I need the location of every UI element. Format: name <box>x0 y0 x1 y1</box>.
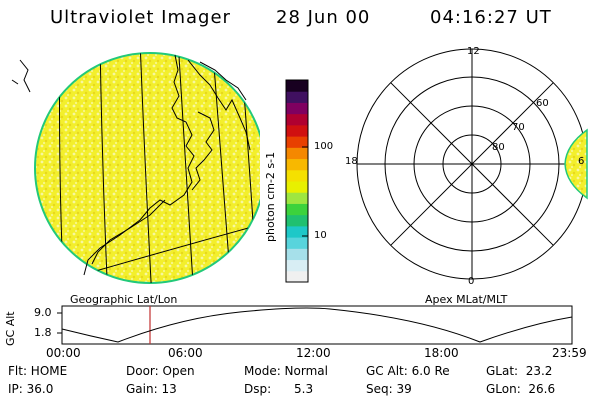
altitude-xtick-1200: 12:00 <box>296 346 331 360</box>
polar-aurora-fill <box>564 128 588 200</box>
colorbar-band <box>286 102 308 115</box>
colorbar-band <box>286 259 308 272</box>
colorbar-band <box>286 225 308 238</box>
altitude-ytick-9: 9.0 <box>34 306 52 319</box>
mlt-label-12: 12 <box>467 46 480 57</box>
colorbar-band <box>286 248 308 261</box>
colorbar-band <box>286 91 308 103</box>
info-glon: GLon: 26.6 <box>486 382 556 396</box>
colorbar-band <box>286 80 308 92</box>
colorbar-band <box>286 113 308 126</box>
colorbar-band <box>286 192 308 204</box>
colorbar-band <box>286 147 308 160</box>
altitude-xtick-0600: 06:00 <box>168 346 203 360</box>
colorbar-band <box>286 270 308 283</box>
info-glat: GLat: 23.2 <box>486 364 553 378</box>
colorbar-band <box>286 203 308 216</box>
info-seq: Seq: 39 <box>366 382 412 396</box>
info-door: Door: Open <box>126 364 195 378</box>
colorbar-band <box>286 214 308 227</box>
altitude-xtick-0000: 00:00 <box>46 346 81 360</box>
geographic-image <box>11 52 260 284</box>
colorbar-band <box>286 181 308 193</box>
mlt-label-0: 0 <box>468 276 475 287</box>
altitude-plot <box>57 305 573 345</box>
mlat-label-80: 80 <box>492 142 505 153</box>
info-ip: IP: 36.0 <box>8 382 54 396</box>
info-dsp: Dsp: 5.3 <box>244 382 314 396</box>
coastline <box>11 54 251 276</box>
right-panel-caption: Apex MLat/MLT <box>425 293 508 306</box>
date-label: 28 Jun 00 <box>276 7 371 28</box>
colorbar-unit-label: photon cm-2 s-1 <box>264 151 277 242</box>
colorbar-band <box>286 169 308 182</box>
mlt-label-18: 18 <box>345 156 358 167</box>
colorbar-band <box>286 158 308 171</box>
colorbar-band <box>286 136 308 148</box>
polar-grid <box>356 48 588 280</box>
time-label: 04:16:27 UT <box>430 7 552 28</box>
colorbar-tick-100: 100 <box>314 141 334 152</box>
altitude-ytick-1-8: 1.8 <box>34 326 52 339</box>
altitude-xtick-1800: 18:00 <box>424 346 459 360</box>
mlt-label-6: 6 <box>578 156 585 167</box>
info-mode: Mode: Normal <box>244 364 328 378</box>
mlat-label-70: 70 <box>512 122 525 133</box>
altitude-xtick-2359: 23:59 <box>552 346 587 360</box>
colorbar-tick-10: 10 <box>314 230 327 241</box>
left-panel-caption: Geographic Lat/Lon <box>70 293 178 306</box>
altitude-ylabel: GC Alt <box>4 311 17 346</box>
instrument-title: Ultraviolet Imager <box>50 7 231 28</box>
colorbar-band <box>286 237 308 249</box>
colorbar <box>286 80 308 283</box>
info-gain: Gain: 13 <box>126 382 177 396</box>
colorbar-band <box>286 124 308 137</box>
mlat-label-60: 60 <box>536 98 549 109</box>
info-flt: Flt: HOME <box>8 364 68 378</box>
info-gc-alt: GC Alt: 6.0 Re <box>366 364 450 378</box>
